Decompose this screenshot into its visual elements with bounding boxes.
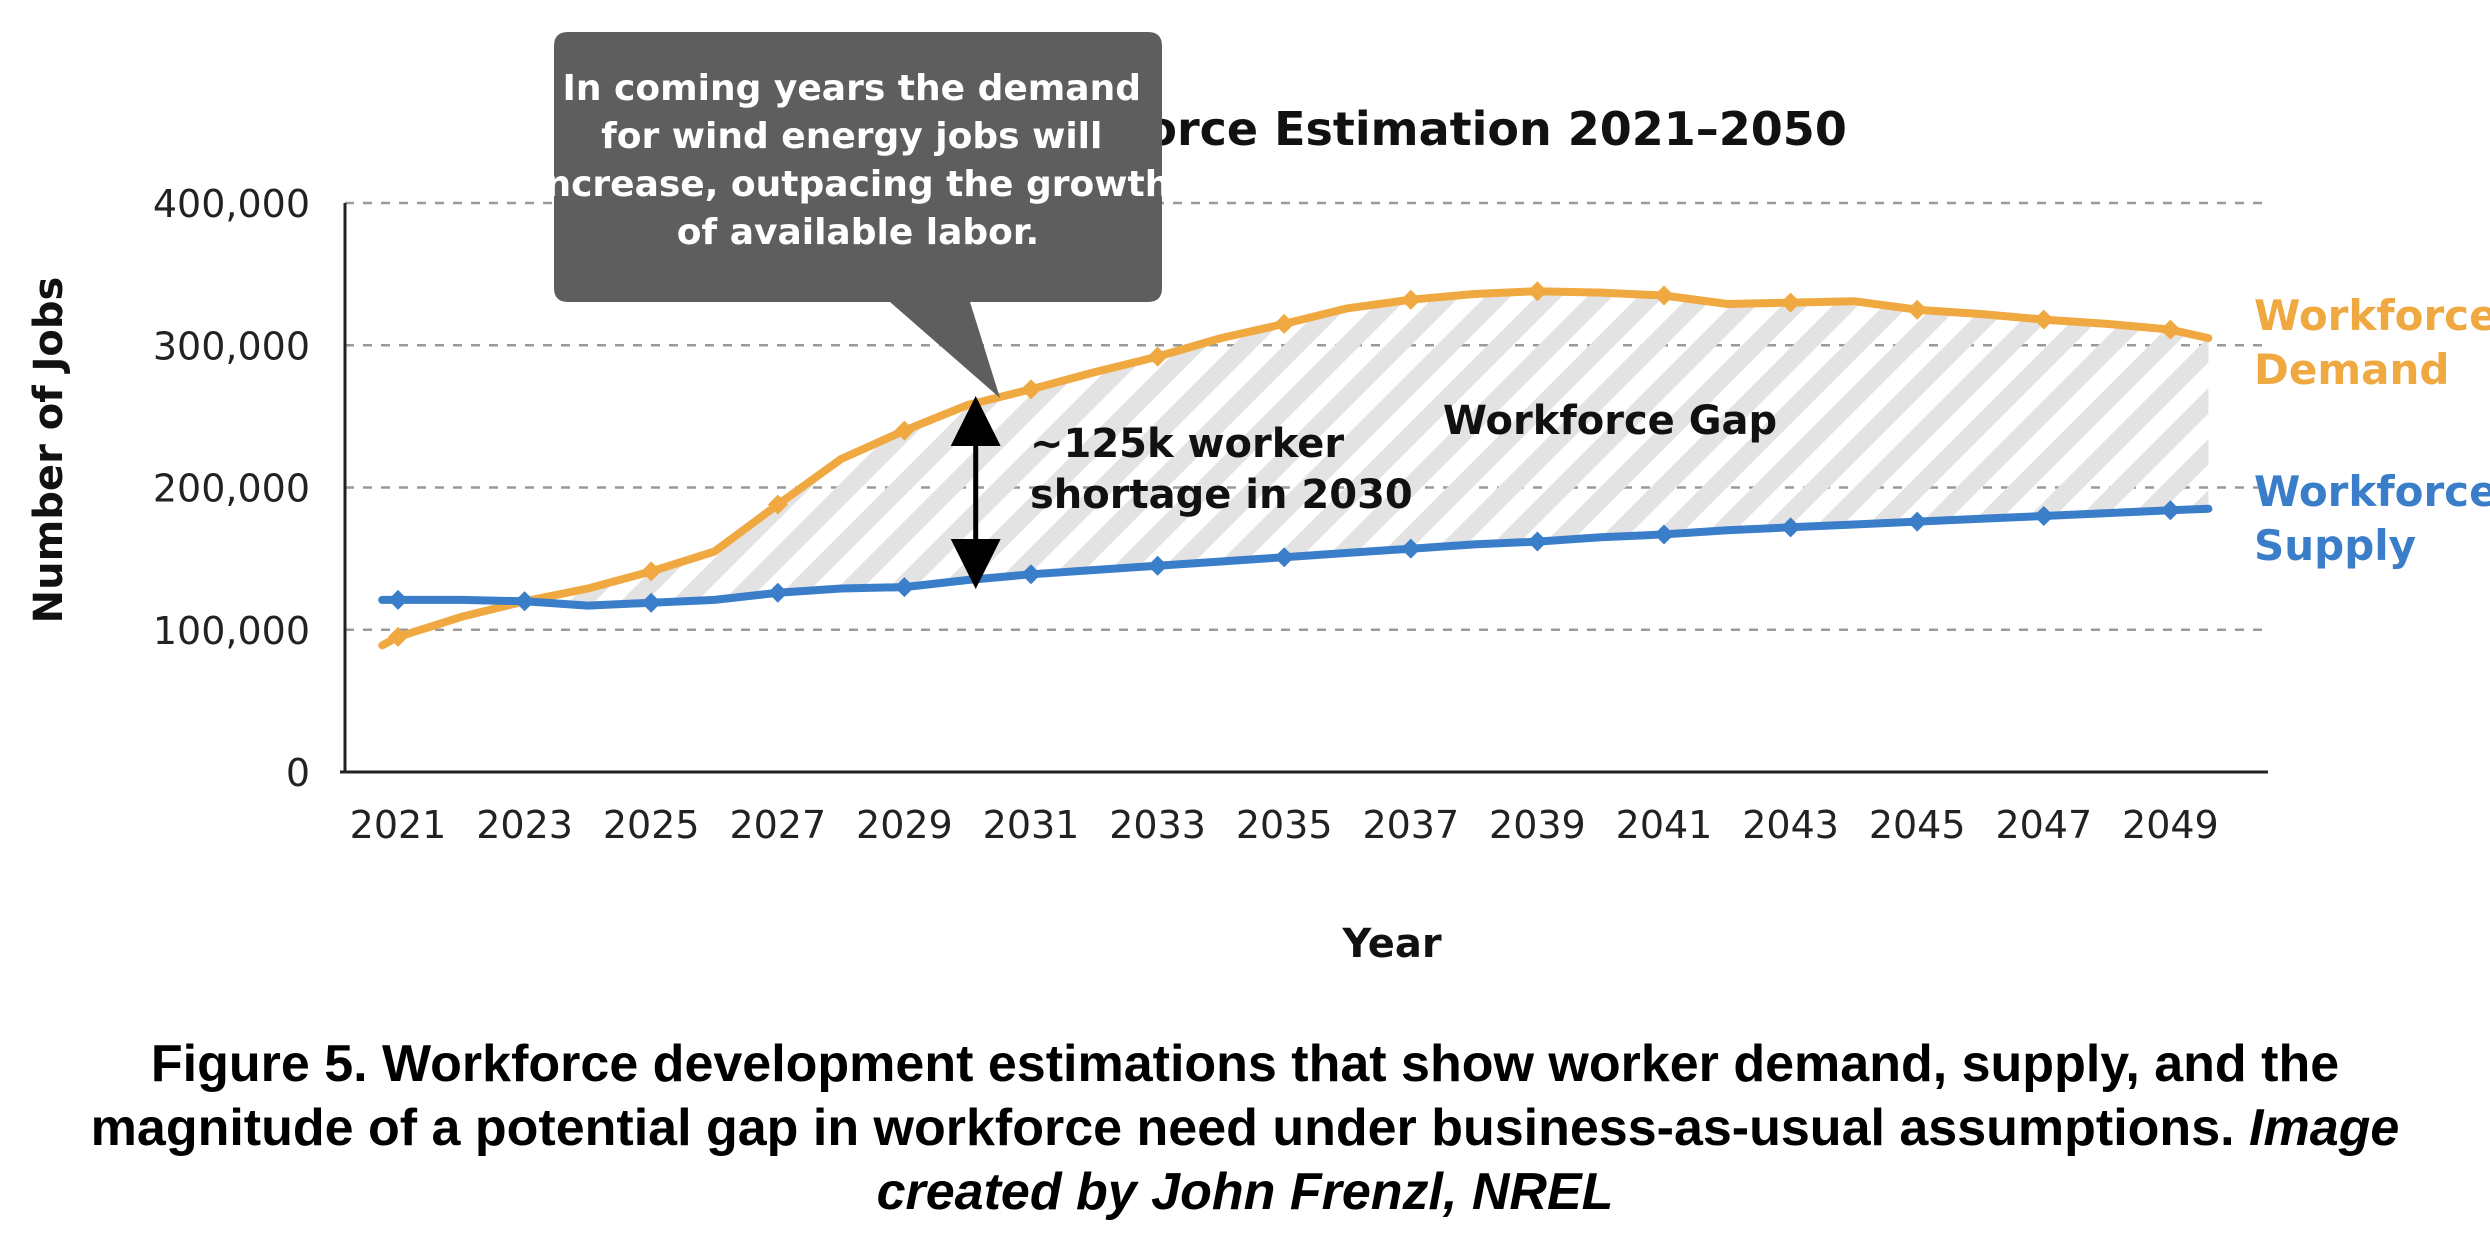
demand-point [388, 626, 408, 647]
x-tick-label: 2023 [476, 803, 573, 847]
supply-series-label: Workforce Supply [2254, 467, 2490, 570]
axes [340, 203, 2268, 774]
x-tick-label: 2037 [1362, 803, 1459, 847]
shortage-text-line-2: shortage in 2030 [1030, 472, 1413, 518]
callout-bubble [554, 32, 1162, 398]
demand-point [2033, 309, 2054, 330]
demand-point [767, 494, 788, 515]
supply-point [1147, 555, 1168, 576]
supply-point [1907, 511, 1928, 532]
shortage-text-line-1: ~125k worker [1030, 421, 1344, 467]
supply-point [1274, 547, 1295, 568]
supply-point [1527, 531, 1548, 552]
demand-point [1527, 281, 1548, 302]
demand-point [1147, 346, 1168, 367]
supply-point [1400, 538, 1421, 559]
x-tick-label: 2049 [2122, 803, 2219, 847]
supply-point [894, 577, 915, 598]
demand-point [1021, 379, 1041, 400]
y-tick-label: 200,000 [153, 467, 310, 511]
y-tick-label: 400,000 [153, 182, 310, 226]
demand-series-label: Workforce Demand [2254, 291, 2490, 394]
shortage-annotation: ~125k worker shortage in 2030 [950, 395, 1413, 589]
x-tick-label: 2021 [350, 803, 447, 847]
x-tick-label: 2047 [1995, 803, 2092, 847]
x-tick-label: 2029 [856, 803, 953, 847]
x-tick-label: 2027 [729, 803, 826, 847]
y-tick-label: 300,000 [153, 324, 310, 368]
supply-point [1021, 564, 1041, 585]
supply-point [1654, 524, 1674, 545]
callout-line-2: for wind energy jobs will [601, 116, 1102, 157]
x-axis-title: Year [1341, 921, 1441, 967]
callout-text: In coming years the demand for wind ener… [533, 68, 1183, 253]
callout-box: In coming years the demand for wind ener… [533, 32, 1183, 398]
supply-point [1780, 517, 1801, 538]
supply-point [388, 589, 408, 610]
x-tick-label: 2031 [983, 803, 1080, 847]
demand-point [1654, 285, 1674, 306]
callout-line-3: increase, outpacing the growth [533, 164, 1170, 205]
y-tick-labels: 0 100,000 200,000 300,000 400,000 [153, 182, 310, 795]
demand-point [2160, 319, 2181, 340]
supply-label-line-2: Supply [2254, 521, 2416, 570]
x-tick-labels: 2021 2023 2025 2027 2029 2031 2033 2035 2037 2039… [350, 803, 2219, 847]
demand-point [1780, 292, 1801, 313]
demand-point [894, 420, 915, 441]
workforce-gap-area [530, 291, 2209, 606]
caption-credit: Image created by John Frenzl, NREL [876, 1099, 2400, 1221]
callout-line-4: of available labor. [677, 212, 1039, 253]
y-tick-label: 0 [286, 751, 310, 795]
demand-point [1400, 289, 1421, 310]
x-tick-label: 2045 [1869, 803, 1966, 847]
demand-label-line-1: Workforce [2254, 291, 2490, 340]
supply-label-line-1: Workforce [2254, 467, 2490, 516]
figure-caption: Figure 5. Workforce development estimati… [20, 1032, 2470, 1224]
y-axis-title: Number of Jobs [26, 277, 72, 624]
y-tick-label: 100,000 [153, 609, 310, 653]
demand-label-line-2: Demand [2254, 345, 2449, 394]
series-lines [378, 281, 2213, 650]
x-tick-label: 2039 [1489, 803, 1586, 847]
x-tick-label: 2025 [603, 803, 700, 847]
x-tick-label: 2041 [1616, 803, 1713, 847]
supply-point [514, 591, 535, 612]
x-tick-label: 2033 [1109, 803, 1206, 847]
caption-text: Figure 5. Workforce development estimati… [90, 1035, 2340, 1157]
workforce-gap-label: Workforce Gap [1443, 398, 1777, 444]
series-labels: Workforce Demand Workforce Supply [2254, 291, 2490, 570]
x-tick-label: 2043 [1742, 803, 1839, 847]
demand-point [1274, 313, 1295, 334]
demand-point [1907, 299, 1928, 320]
shortage-text: ~125k worker shortage in 2030 [1030, 421, 1413, 518]
demand-point [641, 561, 662, 582]
x-tick-label: 2035 [1236, 803, 1333, 847]
supply-point [2033, 505, 2054, 526]
supply-point [641, 592, 662, 613]
supply-point [767, 582, 788, 603]
supply-point [2160, 500, 2181, 521]
callout-line-1: In coming years the demand [562, 68, 1140, 109]
